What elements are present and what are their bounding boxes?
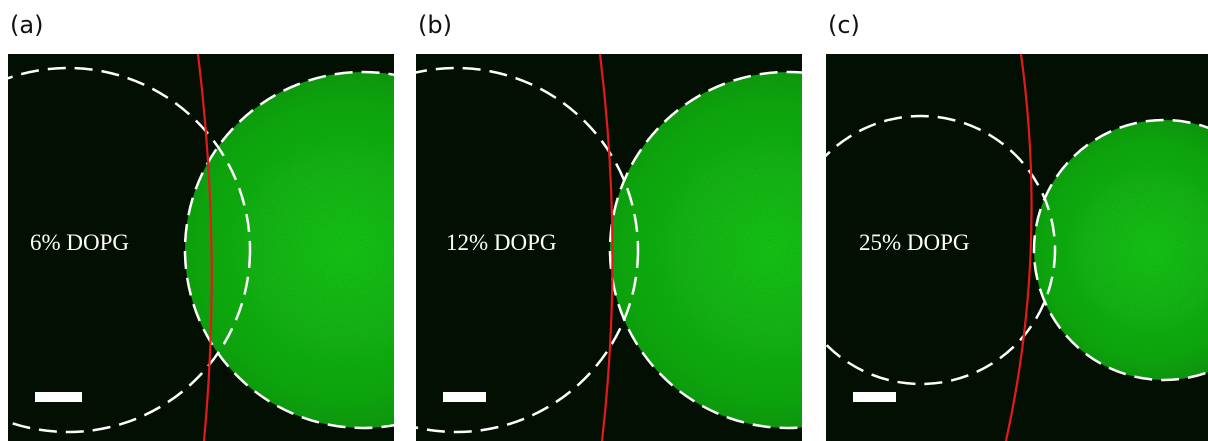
composition-label: 12% DOPG bbox=[446, 230, 557, 255]
composition-label: 6% DOPG bbox=[30, 230, 129, 255]
page: (a)6% DOPG(b)12% DOPG(c)25% DOPG (() => … bbox=[0, 0, 1208, 441]
figure: (a) 6% DOPG (b) 12% DOPG (c) 25% DOPG bbox=[0, 0, 1208, 441]
panel-label: (c) bbox=[828, 11, 860, 39]
panel-label: (b) bbox=[418, 11, 452, 39]
scale-bar bbox=[853, 392, 896, 402]
scale-bar bbox=[443, 392, 486, 402]
panel-label: (a) bbox=[10, 11, 43, 39]
microscopy-panel: 25% DOPG bbox=[787, 54, 1208, 441]
composition-label: 25% DOPG bbox=[859, 230, 970, 255]
scale-bar bbox=[35, 392, 82, 402]
